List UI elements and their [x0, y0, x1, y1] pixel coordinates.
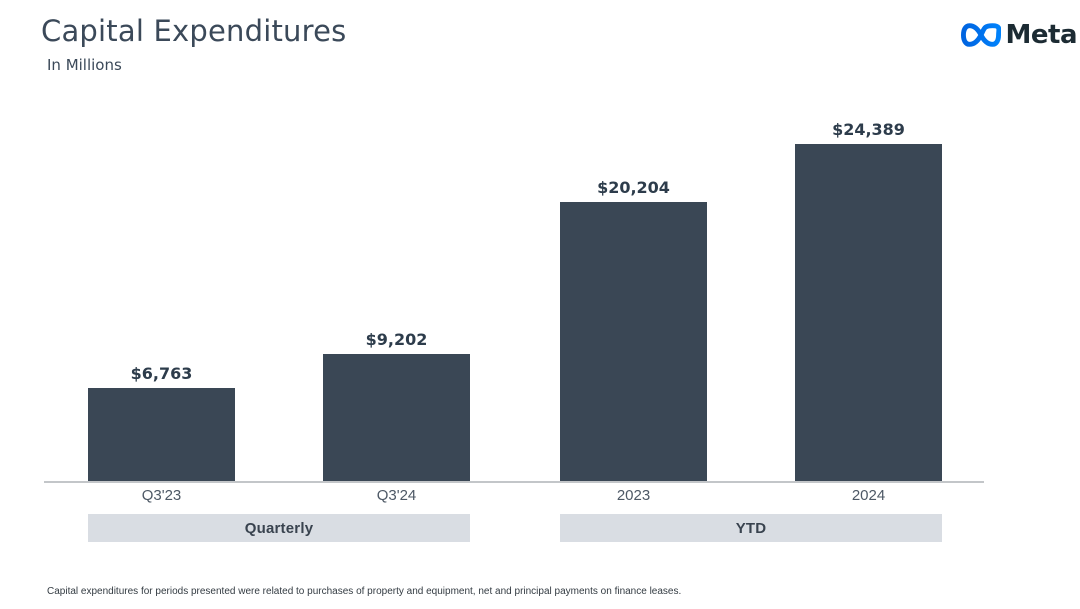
x-tick-label: 2024: [851, 487, 886, 504]
bars-ytd: $20,204 $24,389: [560, 120, 942, 481]
bar-rect: [795, 144, 942, 481]
bar-column: $24,389: [795, 120, 942, 481]
meta-infinity-icon: [960, 22, 1001, 48]
bars-quarterly: $6,763 $9,202: [88, 330, 470, 481]
bar-rect: [88, 388, 235, 481]
bar-value-label: $6,763: [130, 364, 193, 383]
bar-column: $6,763: [88, 364, 235, 481]
bar-column: $9,202: [323, 330, 470, 481]
bar-column: $20,204: [560, 178, 707, 481]
bar-value-label: $24,389: [832, 120, 905, 139]
footnote: Capital expenditures for periods present…: [47, 586, 682, 597]
x-tick-label: 2023: [616, 487, 651, 504]
group-band-label: Quarterly: [244, 519, 314, 537]
x-axis-line: [44, 481, 984, 483]
x-tick-label: Q3'23: [141, 487, 182, 504]
group-band-label: YTD: [735, 519, 767, 537]
bar-group-quarterly: $6,763 $9,202 Q3'23 Q3'24 Quarterly: [88, 0, 470, 609]
bar-value-label: $20,204: [597, 178, 670, 197]
bar-value-label: $9,202: [365, 330, 428, 349]
x-tick-label: Q3'24: [376, 487, 417, 504]
meta-wordmark: Meta: [1005, 20, 1078, 50]
ticks-ytd: 2023 2024: [560, 487, 942, 504]
meta-logo: Meta: [960, 20, 1078, 50]
page-title: Capital Expenditures: [41, 14, 347, 48]
bar-rect: [323, 354, 470, 481]
bar-rect: [560, 202, 707, 481]
ticks-quarterly: Q3'23 Q3'24: [88, 487, 470, 504]
group-band-ytd: YTD: [560, 514, 942, 542]
bar-group-ytd: $20,204 $24,389 2023 2024 YTD: [560, 0, 942, 609]
group-band-quarterly: Quarterly: [88, 514, 470, 542]
page-subtitle: In Millions: [47, 56, 122, 74]
